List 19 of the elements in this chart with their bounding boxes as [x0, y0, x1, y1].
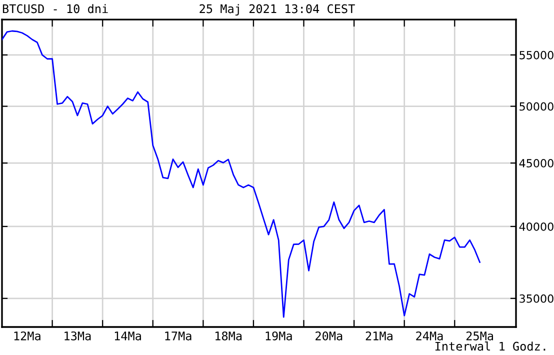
y-tick-label: 50000: [520, 102, 554, 111]
y-tick-label: 55000: [520, 50, 554, 60]
x-tick-label: 14Ma: [114, 332, 141, 340]
chart-title: BTCUSD - 10 dni: [2, 4, 108, 14]
y-tick-label: 40000: [519, 222, 554, 231]
x-tick-label: 21Ma: [366, 331, 392, 340]
x-tick-label: 19Ma: [266, 331, 292, 340]
x-tick-label: 13Ma: [64, 331, 91, 340]
y-tick-label: 35000: [520, 294, 554, 303]
x-tick-label: 20Ma: [316, 331, 342, 340]
line-series: [2, 30, 480, 318]
x-tick-label: 12Ma: [14, 331, 40, 340]
x-tick-label: 25Ma: [466, 331, 493, 340]
x-tick-label: 18Ma: [216, 331, 242, 340]
chart-subtitle: 25 Maj 2021 13:04 CEST: [200, 4, 355, 16]
x-tick-label: 17Ma: [165, 332, 192, 340]
x-tick-label: 24Ma: [416, 331, 443, 340]
y-tick-label: 45000: [519, 159, 554, 168]
text: Interwal 1 Godz.: [435, 342, 546, 351]
